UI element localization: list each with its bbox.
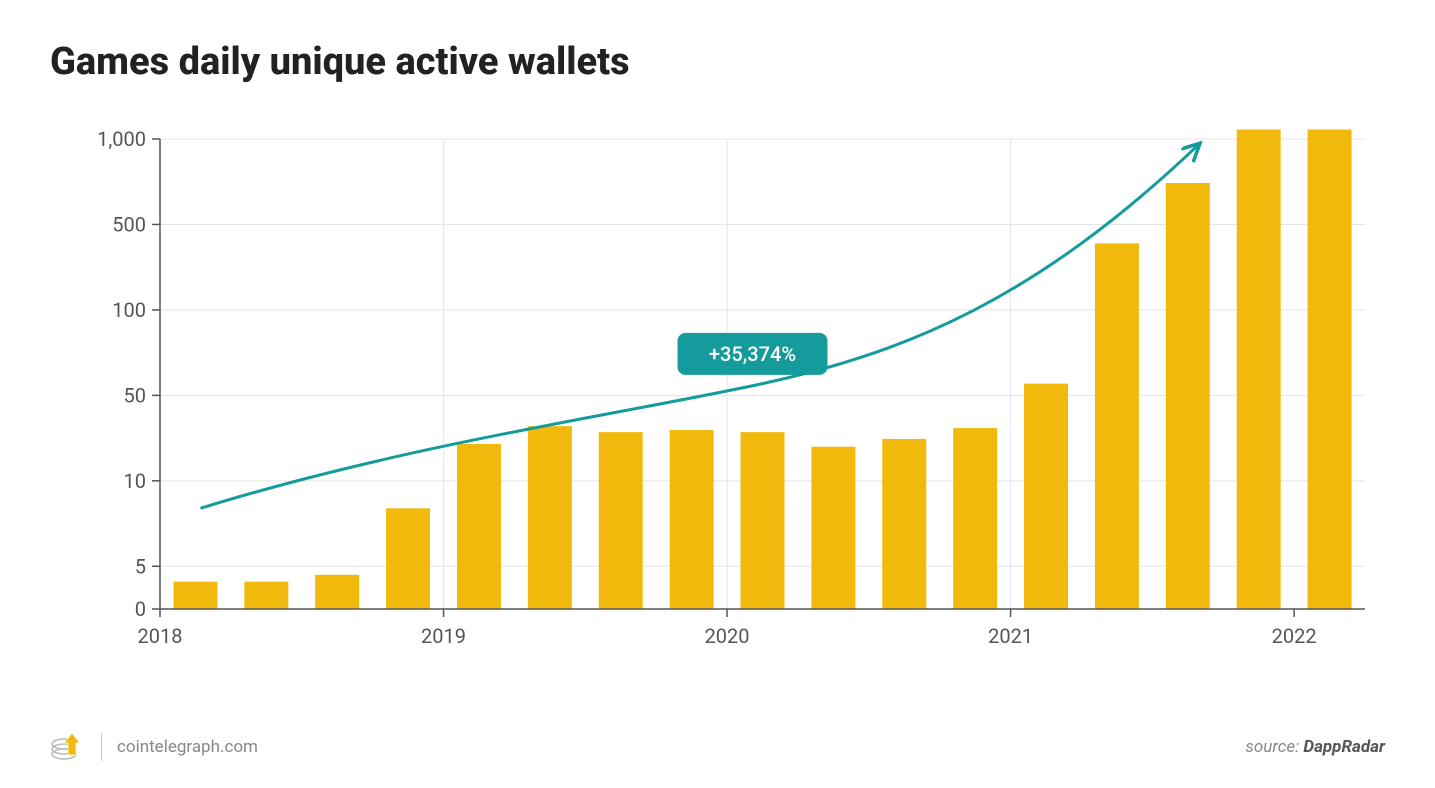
bar: [670, 430, 714, 609]
annotation-text: +35,374%: [709, 342, 796, 366]
y-tick-label: 100: [112, 298, 146, 322]
bar: [244, 582, 288, 609]
chart-title: Games daily unique active wallets: [50, 40, 1385, 84]
bar: [1024, 384, 1068, 609]
footer-source: source: DappRadar: [1245, 737, 1385, 757]
y-tick-label: 5: [135, 554, 146, 578]
x-tick-label: 2022: [1272, 624, 1317, 648]
x-tick-label: 2020: [705, 624, 750, 648]
source-label: source:: [1245, 737, 1303, 757]
y-tick-label: 500: [112, 212, 146, 236]
bar: [173, 582, 217, 609]
bar: [1095, 243, 1139, 609]
y-tick-label: 1,000: [97, 127, 146, 151]
bar: [1237, 130, 1281, 609]
footer-divider: [101, 733, 102, 761]
footer: cointelegraph.com source: DappRadar: [50, 731, 1385, 763]
bar: [457, 444, 501, 609]
bar: [315, 575, 359, 609]
bar: [1308, 130, 1352, 609]
bar: [811, 447, 855, 609]
x-tick-label: 2018: [138, 624, 183, 648]
chart-area: 0 5 10 50 100 500 1,000 +35,374% 2018 2019 2020 202…: [50, 119, 1385, 679]
footer-left: cointelegraph.com: [50, 731, 258, 763]
cointelegraph-logo-icon: [50, 731, 86, 763]
bar: [599, 432, 643, 609]
bar: [741, 432, 785, 609]
bar: [1166, 183, 1210, 609]
bar: [953, 428, 997, 609]
bar: [528, 426, 572, 609]
bar: [386, 508, 430, 609]
y-tick-label: 0: [135, 597, 146, 621]
x-tick-label: 2019: [421, 624, 466, 648]
bar: [882, 439, 926, 609]
footer-site: cointelegraph.com: [117, 737, 258, 757]
y-tick-label: 10: [124, 469, 146, 493]
x-tick-label: 2021: [988, 624, 1033, 648]
source-name: DappRadar: [1303, 737, 1385, 757]
y-tick-label: 50: [124, 383, 146, 407]
chart-svg: 0 5 10 50 100 500 1,000 +35,374% 2018 2019 2020 202…: [50, 119, 1385, 679]
